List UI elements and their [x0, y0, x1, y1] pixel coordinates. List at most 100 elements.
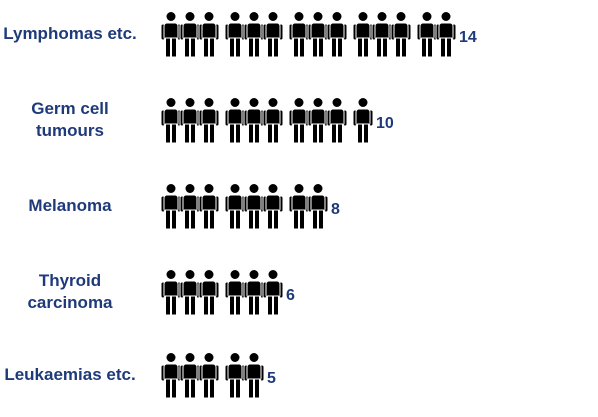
person-icon	[288, 183, 310, 229]
leg	[254, 37, 260, 57]
person-icon	[179, 269, 201, 315]
category-label: Germ cell tumours	[31, 99, 109, 140]
person-icon	[307, 97, 329, 143]
leg	[248, 378, 254, 398]
torso	[246, 22, 262, 41]
leg	[248, 123, 254, 143]
leg	[203, 378, 209, 398]
head	[165, 269, 177, 280]
leg	[376, 37, 382, 57]
person-icon	[326, 11, 348, 57]
leg	[165, 123, 171, 143]
leg	[184, 378, 190, 398]
person-icon	[262, 97, 284, 143]
leg	[209, 295, 215, 315]
torso	[374, 22, 390, 41]
head	[421, 11, 433, 22]
leg	[440, 37, 446, 57]
torso	[163, 108, 179, 127]
head	[248, 183, 260, 194]
head	[184, 97, 196, 108]
person-icon	[262, 183, 284, 229]
person-icon	[416, 11, 438, 57]
torso	[201, 363, 217, 382]
leg	[357, 123, 363, 143]
leg	[273, 123, 279, 143]
person-icon	[179, 97, 201, 143]
leg	[273, 209, 279, 229]
leg	[165, 295, 171, 315]
torso	[182, 363, 198, 382]
person-icon	[160, 11, 182, 57]
head	[293, 183, 305, 194]
leg	[209, 123, 215, 143]
leg	[363, 123, 369, 143]
icon-row	[160, 352, 265, 398]
leg	[273, 37, 279, 57]
person-icon	[243, 183, 265, 229]
person-icon	[307, 11, 329, 57]
leg	[254, 295, 260, 315]
person-icon	[243, 269, 265, 315]
torso	[291, 108, 307, 127]
torso	[419, 22, 435, 41]
leg	[184, 295, 190, 315]
person-icon	[326, 97, 348, 143]
leg	[267, 209, 273, 229]
head	[184, 352, 196, 363]
torso	[246, 363, 262, 382]
leg	[299, 209, 305, 229]
torso	[227, 22, 243, 41]
torso	[201, 108, 217, 127]
person-icon	[435, 11, 457, 57]
leg	[312, 209, 318, 229]
value-label: 6	[286, 287, 295, 304]
head	[184, 269, 196, 280]
head	[248, 352, 260, 363]
leg	[171, 378, 177, 398]
torso	[227, 194, 243, 213]
person-icon	[352, 11, 374, 57]
leg	[401, 37, 407, 57]
head	[165, 97, 177, 108]
head	[312, 183, 324, 194]
head	[203, 183, 215, 194]
head	[312, 97, 324, 108]
person-icon	[198, 183, 220, 229]
person-icon	[198, 11, 220, 57]
leg	[235, 209, 241, 229]
head	[229, 352, 241, 363]
icon-row	[160, 97, 374, 143]
person-icon	[243, 97, 265, 143]
leg	[235, 378, 241, 398]
leg	[299, 123, 305, 143]
leg	[248, 209, 254, 229]
person-icon	[224, 269, 246, 315]
leg	[299, 37, 305, 57]
torso	[265, 22, 281, 41]
leg	[337, 123, 343, 143]
person-icon	[179, 11, 201, 57]
head	[248, 11, 260, 22]
leg	[357, 37, 363, 57]
leg	[190, 209, 196, 229]
head	[203, 97, 215, 108]
head	[229, 269, 241, 280]
person-icon	[262, 11, 284, 57]
head	[165, 11, 177, 22]
person-icon	[160, 269, 182, 315]
person-icon	[243, 11, 265, 57]
head	[357, 11, 369, 22]
person-icon	[288, 11, 310, 57]
head	[331, 11, 343, 22]
torso	[246, 194, 262, 213]
leg	[267, 123, 273, 143]
leg	[171, 209, 177, 229]
leg	[229, 123, 235, 143]
torso	[291, 22, 307, 41]
head	[293, 97, 305, 108]
person-icon	[371, 11, 393, 57]
icon-row	[160, 11, 457, 57]
leg	[293, 37, 299, 57]
person-icon	[390, 11, 412, 57]
